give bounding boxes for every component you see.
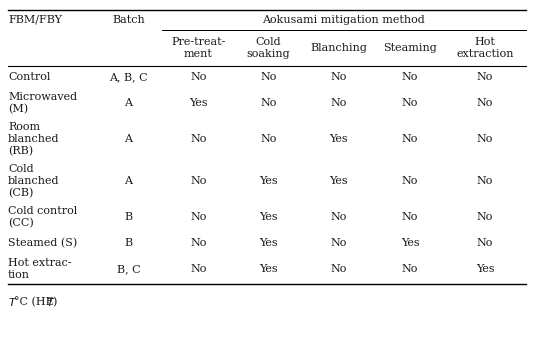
Text: No: No	[477, 212, 493, 222]
Text: $T$: $T$	[46, 296, 55, 308]
Text: No: No	[477, 238, 493, 248]
Text: No: No	[402, 212, 418, 222]
Text: A: A	[124, 134, 132, 144]
Text: Steaming: Steaming	[383, 43, 437, 53]
Text: B: B	[124, 212, 133, 222]
Text: Batch: Batch	[112, 15, 145, 25]
Text: $T$: $T$	[8, 296, 17, 308]
Text: No: No	[190, 176, 206, 186]
Text: Steamed (S): Steamed (S)	[8, 238, 77, 248]
Text: No: No	[190, 212, 206, 222]
Text: Yes: Yes	[401, 238, 419, 248]
Text: No: No	[402, 176, 418, 186]
Text: FBM/FBY: FBM/FBY	[8, 15, 62, 25]
Text: B, C: B, C	[117, 264, 140, 274]
Text: No: No	[477, 72, 493, 82]
Text: A: A	[124, 98, 132, 108]
Text: Cold
soaking: Cold soaking	[247, 37, 290, 59]
Text: B: B	[124, 238, 133, 248]
Text: No: No	[190, 72, 206, 82]
Text: Hot extrac-
tion: Hot extrac- tion	[8, 258, 71, 280]
Text: No: No	[402, 264, 418, 274]
Text: No: No	[330, 72, 347, 82]
Text: °C (HE: °C (HE	[14, 297, 54, 307]
Text: Yes: Yes	[259, 264, 278, 274]
Text: No: No	[190, 238, 206, 248]
Text: No: No	[477, 134, 493, 144]
Text: No: No	[261, 98, 277, 108]
Text: Control: Control	[8, 72, 50, 82]
Text: Microwaved
(M): Microwaved (M)	[8, 92, 77, 114]
Text: Cold control
(CC): Cold control (CC)	[8, 206, 77, 228]
Text: Yes: Yes	[329, 134, 348, 144]
Text: No: No	[330, 264, 347, 274]
Text: Yes: Yes	[329, 176, 348, 186]
Text: Yes: Yes	[189, 98, 208, 108]
Text: ): )	[52, 297, 56, 307]
Text: Yes: Yes	[259, 238, 278, 248]
Text: No: No	[261, 134, 277, 144]
Text: No: No	[477, 98, 493, 108]
Text: No: No	[190, 264, 206, 274]
Text: No: No	[402, 134, 418, 144]
Text: No: No	[190, 134, 206, 144]
Text: No: No	[330, 98, 347, 108]
Text: Yes: Yes	[259, 176, 278, 186]
Text: A, B, C: A, B, C	[109, 72, 148, 82]
Text: Room
blanched
(RB): Room blanched (RB)	[8, 122, 60, 156]
Text: No: No	[402, 98, 418, 108]
Text: A: A	[124, 176, 132, 186]
Text: Blanching: Blanching	[310, 43, 367, 53]
Text: Cold
blanched
(CB): Cold blanched (CB)	[8, 164, 60, 198]
Text: No: No	[477, 176, 493, 186]
Text: No: No	[330, 238, 347, 248]
Text: Yes: Yes	[475, 264, 494, 274]
Text: Pre-treat-
ment: Pre-treat- ment	[171, 37, 225, 59]
Text: Yes: Yes	[259, 212, 278, 222]
Text: Hot
extraction: Hot extraction	[456, 37, 514, 59]
Text: No: No	[402, 72, 418, 82]
Text: No: No	[330, 212, 347, 222]
Text: Aokusami mitigation method: Aokusami mitigation method	[262, 15, 425, 25]
Text: No: No	[261, 72, 277, 82]
